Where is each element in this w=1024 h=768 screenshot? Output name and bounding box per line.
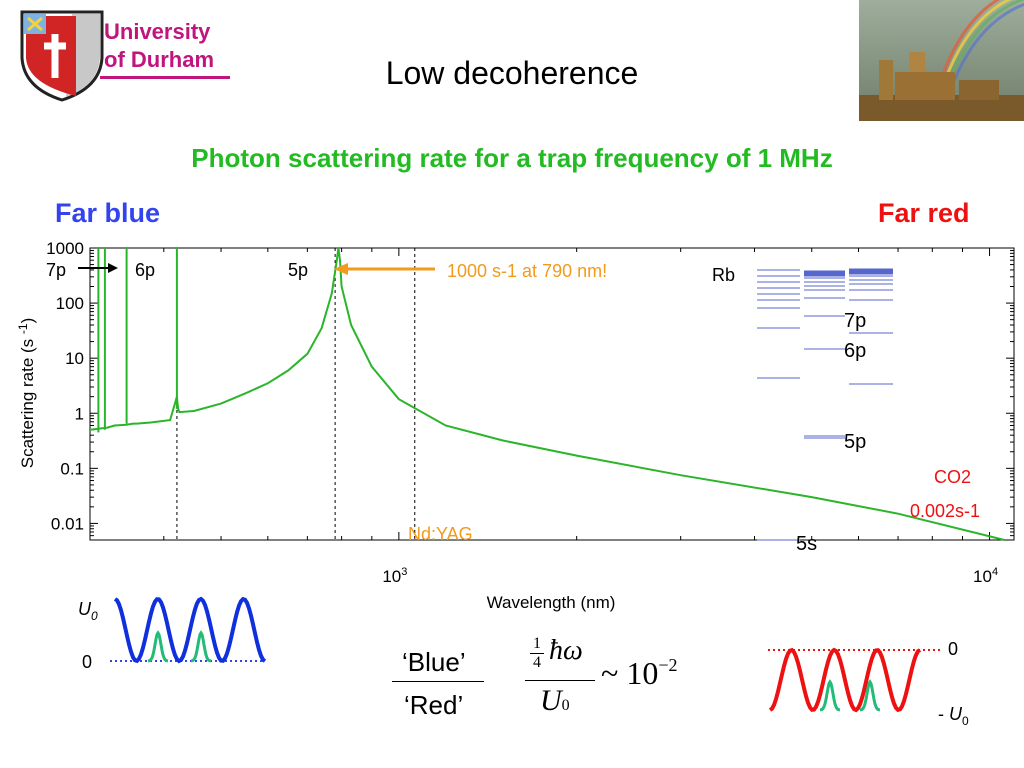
slide-subtitle: Photon scattering rate for a trap freque… [191, 143, 833, 173]
far-blue-label: Far blue [55, 198, 161, 228]
logo-text-line2: of Durham [104, 47, 214, 72]
u0-denominator: U0 [540, 684, 570, 717]
blue-zero-label: 0 [82, 652, 92, 672]
y-tick-label: 0.01 [51, 514, 84, 533]
level-label-6p: 6p [844, 340, 866, 362]
blue-wavefunction-2 [190, 630, 212, 663]
slide-title: Low decoherence [385, 55, 639, 91]
co2-rate-label: 0.002s-1 [910, 501, 980, 521]
level-label-5p: 5p [844, 431, 866, 453]
blue-red-fraction-line [392, 681, 484, 682]
peak-note: 1000 s-1 at 790 nm! [447, 261, 607, 281]
level-label-7p: 7p [844, 310, 866, 332]
order-of-magnitude: ~ 10−2 [601, 655, 678, 691]
durham-shield-logo [20, 10, 104, 102]
y-axis-label: Scattering rate (s -1) [16, 318, 37, 469]
series-line [89, 247, 1005, 541]
red-lattice-potential [768, 647, 922, 713]
level-label-5s: 5s [796, 533, 817, 555]
blue-lattice-diagram: U0 0 [78, 596, 267, 672]
rb-label: Rb [712, 265, 735, 285]
red-minus-u0-label: - U0 [938, 704, 969, 728]
y-tick-label: 100 [56, 294, 84, 313]
plot-frame [89, 247, 1015, 541]
y-tick-label: 1000 [46, 239, 84, 258]
quarter-fraction: 1 4 [530, 636, 544, 671]
far-red-label: Far red [878, 198, 970, 228]
logo-text-line1: University [104, 19, 211, 44]
red-lattice-diagram: 0 - U0 [768, 639, 969, 728]
peak-label-5p: 5p [288, 260, 308, 280]
arrow-7p-head [108, 263, 118, 273]
ndyag-label: Nd:YAG [408, 524, 473, 544]
peak-label-7p: 7p [46, 260, 66, 280]
blue-quote-label: ‘Blue’ [402, 647, 466, 677]
hbar-omega: ħω [549, 635, 583, 666]
blue-wavefunction-1 [147, 630, 169, 663]
red-wavefunction-1 [819, 679, 841, 712]
co2-label: CO2 [934, 467, 971, 487]
orange-arrow-head [334, 263, 348, 275]
x-tick-label: 104 [973, 566, 998, 586]
logo-underline [100, 76, 230, 79]
cathedral-rainbow-photo [859, 0, 1024, 121]
scattering-rate-chart: 1000 100 10 1 0.1 0.01 103 104 Scattering rate … [16, 239, 1015, 612]
y-tick-label: 1 [75, 404, 84, 423]
red-quote-label: ‘Red’ [404, 690, 464, 720]
x-axis-label: Wavelength (nm) [487, 593, 616, 612]
y-tick-label: 10 [65, 349, 84, 368]
red-zero-label: 0 [948, 639, 958, 659]
energy-fraction-line [525, 680, 595, 681]
peak-label-6p: 6p [135, 260, 155, 280]
red-wavefunction-2 [859, 679, 881, 712]
y-tick-label: 0.1 [60, 459, 84, 478]
blue-u0-label: U0 [78, 599, 98, 623]
x-tick-label: 103 [382, 566, 407, 586]
blue-lattice-potential [113, 596, 267, 664]
